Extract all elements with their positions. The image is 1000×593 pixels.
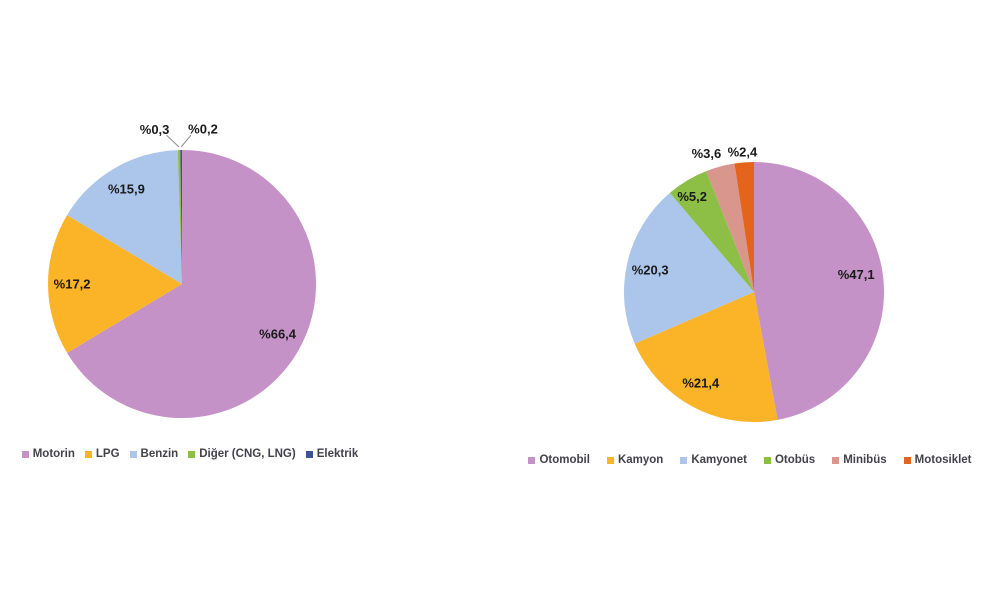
legend-swatch-diger-cng-lng (188, 450, 196, 458)
legend-swatch-otobus (763, 456, 771, 464)
legend-label-kamyonet: Kamyonet (691, 454, 747, 466)
legend-item-otobus: Otobüs (763, 453, 816, 467)
vehicle-type-legend: Otomobil Kamyon Kamyonet Otobüs Minibüs … (500, 452, 1000, 468)
legend-swatch-motosiklet (903, 456, 911, 464)
slice-label-benzin: %15,9 (108, 182, 145, 197)
pie-slice-motosiklet (734, 162, 754, 292)
pie-slice-di-er-cng-lng (177, 150, 182, 284)
legend-label-motorin: Motorin (32, 448, 75, 460)
legend-item-lpg: LPG (84, 447, 120, 461)
legend-item-elektrik: Elektrik (305, 447, 359, 461)
legend-swatch-benzin (129, 450, 137, 458)
pie-slice-minib-s (706, 163, 754, 292)
pie-slice-lpg (48, 215, 182, 353)
slice-label-otomobil: %47,1 (838, 267, 875, 282)
slice-label-di-er-cng-lng: %0,3 (140, 122, 170, 137)
label-leader-line-elektrik (180, 134, 192, 148)
legend-item-benzin: Benzin (129, 447, 179, 461)
legend-label-otomobil: Otomobil (539, 454, 590, 466)
legend-item-kamyon: Kamyon (606, 453, 664, 467)
legend-swatch-otomobil (528, 456, 536, 464)
slice-label-kamyon: %21,4 (682, 376, 720, 391)
pie-slice-otomobil (754, 162, 885, 420)
slice-label-minib-s: %3,6 (692, 146, 722, 161)
legend-item-otomobil: Otomobil (528, 453, 590, 467)
legend-swatch-elektrik (305, 450, 313, 458)
legend-swatch-kamyon (606, 456, 614, 464)
pie-slice-benzin (67, 150, 182, 284)
legend-swatch-minibus (832, 456, 840, 464)
legend-label-benzin: Benzin (140, 448, 179, 460)
legend-label-motosiklet: Motosiklet (914, 454, 972, 466)
legend-swatch-kamyonet (680, 456, 688, 464)
legend-label-lpg: LPG (95, 448, 120, 460)
legend-item-motosiklet: Motosiklet (903, 453, 972, 467)
legend-item-kamyonet: Kamyonet (680, 453, 747, 467)
slice-label-elektrik: %0,2 (188, 122, 218, 137)
pie-slice-otob-s (669, 171, 754, 292)
slice-label-motosiklet: %2,4 (728, 145, 758, 160)
legend-label-minibus: Minibüs (843, 454, 887, 466)
legend-item-motorin: Motorin (21, 447, 75, 461)
legend-item-minibus: Minibüs (832, 453, 887, 467)
legend-label-diger-cng-lng: Diğer (CNG, LNG) (199, 448, 296, 460)
vehicle-type-pie: %47,1 %21,4 %20,3 %5,2 %3,6 %2,4 (623, 145, 885, 423)
legend-label-otobus: Otobüs (774, 454, 816, 466)
pie-slice-motorin (67, 150, 317, 418)
slice-label-kamyonet: %20,3 (632, 262, 669, 277)
slice-label-lpg: %17,2 (54, 277, 91, 292)
legend-label-elektrik: Elektrik (316, 448, 359, 460)
legend-item-diger-cng-lng: Diğer (CNG, LNG) (188, 447, 296, 461)
fuel-type-pie: %66,4 %17,2 %15,9 %0,3 %0,2 (48, 122, 317, 418)
fuel-type-legend: Motorin LPG Benzin Diğer (CNG, LNG) Elek… (0, 446, 380, 462)
label-leader-line-di-er-cng-lng (166, 134, 180, 148)
legend-swatch-lpg (84, 450, 92, 458)
pie-slice-kamyonet (623, 192, 754, 344)
pie-slice-elektrik (180, 150, 182, 284)
slice-label-otob-s: %5,2 (677, 189, 707, 204)
legend-label-kamyon: Kamyon (617, 454, 664, 466)
slice-label-motorin: %66,4 (259, 327, 297, 342)
legend-swatch-motorin (21, 450, 29, 458)
pie-slice-kamyon (634, 292, 778, 423)
